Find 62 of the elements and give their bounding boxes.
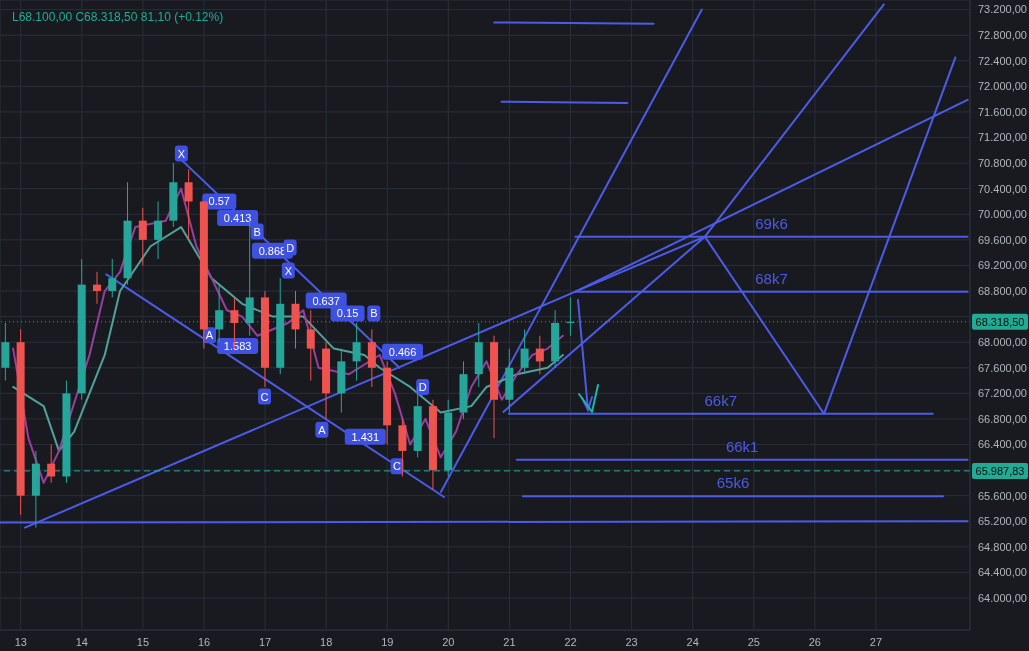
x-tick-label: 15 <box>136 635 150 648</box>
y-tick-label: 66.800,00 <box>978 412 1027 425</box>
annotation: 0.15 <box>336 307 359 320</box>
annotation: B <box>370 307 378 320</box>
x-tick-label: 17 <box>258 635 272 648</box>
x-tick-label: 18 <box>320 635 333 648</box>
x-tick-label: 13 <box>14 635 27 648</box>
annotation: 0.413 <box>223 212 252 225</box>
annotation: D <box>286 241 295 254</box>
y-tick-label: 64.000,00 <box>978 591 1027 604</box>
series-label: 66k7 <box>704 391 738 409</box>
y-tick-label: 72.800,00 <box>978 29 1027 42</box>
annotation: D <box>418 380 427 393</box>
annotation: X <box>177 147 186 160</box>
x-tick-label: 21 <box>503 635 516 648</box>
ref-line-label: 65.987,83 <box>975 464 1025 477</box>
y-tick-label: 72.000,00 <box>978 80 1027 93</box>
y-tick-label: 70.800,00 <box>978 157 1027 169</box>
y-tick-label: 70.400,00 <box>978 182 1027 195</box>
y-tick-label: 71.200,00 <box>978 131 1027 144</box>
y-tick-label: 65.600,00 <box>978 489 1027 502</box>
annotation: A <box>205 329 214 342</box>
annotation: 0.57 <box>208 195 230 208</box>
y-tick-label: 68.800,00 <box>978 284 1027 297</box>
x-tick-label: 14 <box>75 635 88 648</box>
annotation: L68.100,00 C68.318,50 81,10 (+0.12%) <box>12 10 224 24</box>
y-tick-label: 65.200,00 <box>978 515 1027 528</box>
series-label: 65k6 <box>716 474 750 492</box>
annotation: 1.431 <box>351 430 380 443</box>
annotation: C <box>260 390 269 403</box>
annotation: A <box>318 423 327 436</box>
x-tick-label: 27 <box>869 635 883 648</box>
y-tick-label: 72.400,00 <box>978 54 1027 67</box>
series-label: 69k6 <box>755 214 788 232</box>
x-tick-label: 22 <box>564 635 577 648</box>
y-tick-label: 73.200,00 <box>978 3 1027 16</box>
annotation: C <box>393 460 402 473</box>
y-tick-label: 67.600,00 <box>978 361 1027 374</box>
annotation: 0.466 <box>388 345 417 358</box>
x-tick-label: 16 <box>197 635 211 648</box>
ref-line-label: 68.318,50 <box>975 315 1025 328</box>
y-tick-label: 69.200,00 <box>978 259 1027 272</box>
y-tick-label: 66.400,00 <box>978 438 1027 451</box>
annotation: X <box>284 264 293 277</box>
y-tick-label: 64.800,00 <box>978 540 1027 553</box>
annotation: B <box>253 225 261 238</box>
x-tick-label: 25 <box>747 635 760 648</box>
y-tick-label: 68.000,00 <box>978 336 1027 349</box>
x-tick-label: 20 <box>442 635 455 648</box>
annotation: 1.583 <box>223 340 252 353</box>
annotation: 0.637 <box>312 294 340 307</box>
y-tick-label: 64.400,00 <box>978 566 1027 579</box>
series-label: 68k7 <box>755 269 788 287</box>
y-tick-label: 67.200,00 <box>978 387 1027 400</box>
y-tick-label: 70.000,00 <box>978 208 1027 221</box>
y-tick-label: 71.600,00 <box>978 105 1027 118</box>
x-tick-label: 23 <box>625 635 638 648</box>
x-tick-label: 26 <box>808 635 821 648</box>
y-tick-label: 69.600,00 <box>978 233 1027 246</box>
x-tick-label: 19 <box>381 635 394 648</box>
series-label: 66k1 <box>725 437 759 455</box>
x-tick-label: 24 <box>686 635 699 648</box>
